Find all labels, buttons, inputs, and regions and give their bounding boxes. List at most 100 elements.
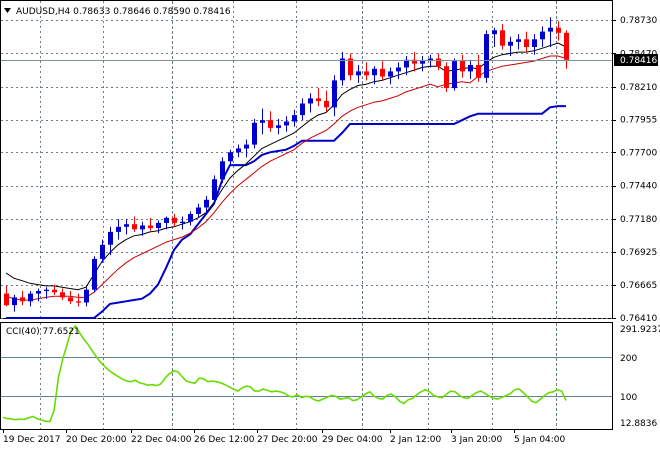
candle-bull (244, 144, 249, 149)
candle-bull (484, 34, 489, 78)
cci-line-path (2, 324, 567, 423)
time-tick-label: 20 Dec 20:00 (66, 435, 127, 445)
indicator-panel[interactable]: CCI(40) 77.6521 (0, 322, 613, 430)
price-tick-label: 0.76925 (620, 248, 657, 258)
candle-bull (100, 244, 105, 259)
time-tick-label: 29 Dec 04:00 (322, 435, 383, 445)
candle-bear (460, 61, 465, 72)
candle-bull (204, 199, 209, 208)
price-tick-label: 0.78730 (620, 16, 657, 26)
candle-bear (148, 225, 153, 229)
candle-bull (116, 226, 121, 232)
candle-bull (180, 221, 185, 223)
candle-bull (212, 179, 217, 200)
time-tick-label: 5 Jan 04:00 (514, 435, 566, 445)
price-tick-label: 0.76410 (620, 314, 657, 324)
chart-title: AUDUSD,H4 0.78633 0.78646 0.78590 0.7841… (16, 7, 231, 17)
price-tick-label: 0.77700 (620, 148, 657, 158)
candle-bull (308, 98, 313, 104)
time-tick-label: 3 Jan 20:00 (451, 435, 503, 445)
candle-bull (252, 122, 257, 145)
current-price-tag: 0.78416 (614, 54, 658, 66)
time-tick-label: 22 Dec 04:00 (131, 435, 192, 445)
candle-bear (476, 65, 481, 78)
candle-bull (468, 65, 473, 72)
candle-bull (236, 148, 241, 153)
candle-bear (500, 30, 505, 46)
candle-bear (172, 217, 177, 223)
candle-bear (564, 32, 569, 60)
candle-bull (372, 68, 377, 76)
main-price-panel[interactable]: AUDUSD,H4 0.78633 0.78646 0.78590 0.7841… (0, 0, 613, 319)
price-tick-label: 0.77180 (620, 215, 657, 225)
cci-min-label: 12.8836 (620, 419, 657, 429)
price-tick-label: 0.77955 (620, 116, 657, 126)
trail-line-path (6, 105, 566, 319)
candle-bull (340, 58, 345, 81)
current-price-label: 0.78416 (620, 56, 657, 66)
candle-bear (324, 100, 329, 108)
candle-bull (356, 71, 361, 76)
candle-bull (228, 152, 233, 162)
time-tick-label: 2 Jan 12:00 (390, 435, 442, 445)
candle-bull (292, 115, 297, 122)
candle-bull (84, 289, 89, 303)
time-axis: 19 Dec 2017 20 Dec 20:00 22 Dec 04:00 26 De… (3, 429, 566, 445)
cci-level-100-label: 100 (620, 393, 637, 403)
candle-bear (60, 292, 65, 298)
indicator-axis: 291.9237 200 100 12.8836 (616, 325, 660, 429)
candle-bear (412, 59, 417, 64)
candle-bull (404, 59, 409, 68)
candle-bull (260, 120, 265, 123)
price-tick-label: 0.77440 (620, 182, 657, 192)
price-tick-label: 0.78210 (620, 83, 657, 93)
candle-bull (156, 222, 161, 228)
candle-bull (540, 31, 545, 40)
candle-bull (44, 289, 49, 291)
candle-bull (164, 217, 169, 223)
candle-bull (516, 39, 521, 42)
candle-bear (364, 71, 369, 76)
candle-bear (348, 58, 353, 76)
candle-bear (436, 58, 441, 67)
cci-max-label: 291.9237 (620, 325, 660, 335)
candle-bull (196, 207, 201, 214)
candle-bull (140, 225, 145, 230)
candle-bear (316, 98, 321, 101)
candle-bear (20, 297, 25, 302)
candle-bull (220, 161, 225, 180)
candles (4, 17, 569, 312)
candle-bull (92, 258, 97, 290)
candle-bull (428, 58, 433, 62)
candle-bull (332, 80, 337, 108)
candle-bull (28, 293, 33, 302)
time-tick-label: 19 Dec 2017 (3, 435, 61, 445)
candle-bull (36, 291, 41, 294)
cci-level-200-tag (616, 352, 636, 363)
candle-bear (268, 120, 273, 128)
candle-bull (188, 214, 193, 222)
candle-bull (284, 121, 289, 126)
candle-bear (52, 289, 57, 293)
indicator-title: CCI(40) 77.6521 (6, 327, 80, 337)
candle-bull (276, 125, 281, 128)
candle-bear (132, 224, 137, 230)
candle-bull (420, 61, 425, 64)
candle-bull (108, 231, 113, 245)
candle-bear (76, 301, 81, 303)
candle-bear (380, 68, 385, 77)
cci-line (2, 324, 567, 423)
candle-bear (524, 39, 529, 47)
candle-bull (492, 30, 497, 35)
candle-bull (452, 61, 457, 89)
candle-bull (396, 67, 401, 72)
candle-bull (124, 224, 129, 227)
candle-bull (548, 27, 553, 32)
dropdown-triangle-icon[interactable] (4, 8, 11, 13)
candle-bull (300, 103, 305, 116)
indicator-panel-frame (0, 322, 613, 430)
candle-bull (532, 39, 537, 47)
candle-bear (444, 66, 449, 88)
candle-bull (508, 41, 513, 46)
